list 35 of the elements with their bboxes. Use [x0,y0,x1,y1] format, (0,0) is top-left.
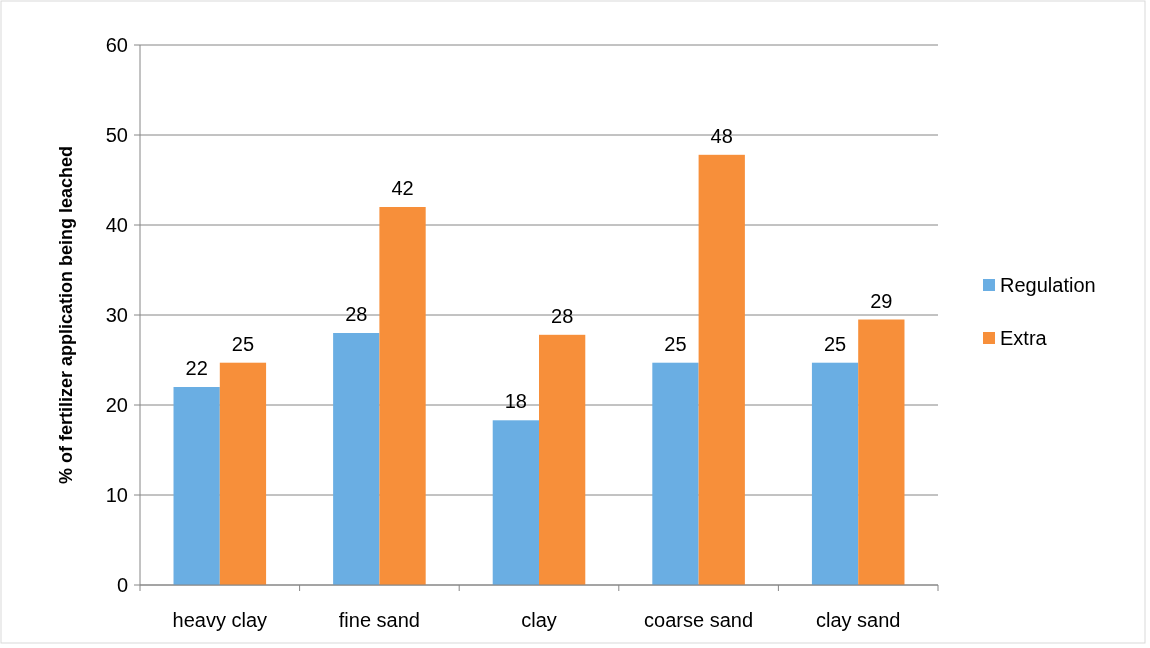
y-tick-label: 30 [105,304,128,326]
legend-label: Regulation [1000,274,1096,296]
data-label: 48 [710,124,733,147]
data-label: 22 [185,357,208,379]
y-tick-label: 50 [105,124,128,146]
data-label: 25 [823,332,847,355]
bar [858,319,905,585]
bar [219,362,267,585]
y-tick-label: 20 [105,394,128,416]
y-tick-label: 60 [105,34,128,56]
x-tick-label: coarse sand [644,609,754,631]
bar [811,362,859,585]
data-label: 29 [870,289,893,312]
bar [173,387,220,585]
legend-label: Extra [1000,327,1048,349]
bar [539,334,586,585]
bar [698,154,745,585]
data-label: 25 [664,332,687,355]
x-tick-label: heavy clay [172,609,268,631]
y-tick-label: 0 [116,574,128,596]
bar [379,207,426,585]
data-label: 18 [504,390,527,413]
bar [333,333,380,585]
x-tick-label: clay [521,609,557,631]
y-tick-label: 10 [105,484,128,506]
x-tick-label: fine sand [338,609,420,631]
data-label: 42 [391,177,414,199]
x-tick-label: clay sand [815,609,901,631]
y-tick-label: 40 [105,214,128,236]
bar [652,362,699,585]
bar [492,420,539,585]
data-label: 28 [345,303,368,325]
y-axis-title: % of fertilizer application being leached [56,145,76,485]
data-label: 28 [551,304,574,327]
data-label: 25 [231,332,255,355]
